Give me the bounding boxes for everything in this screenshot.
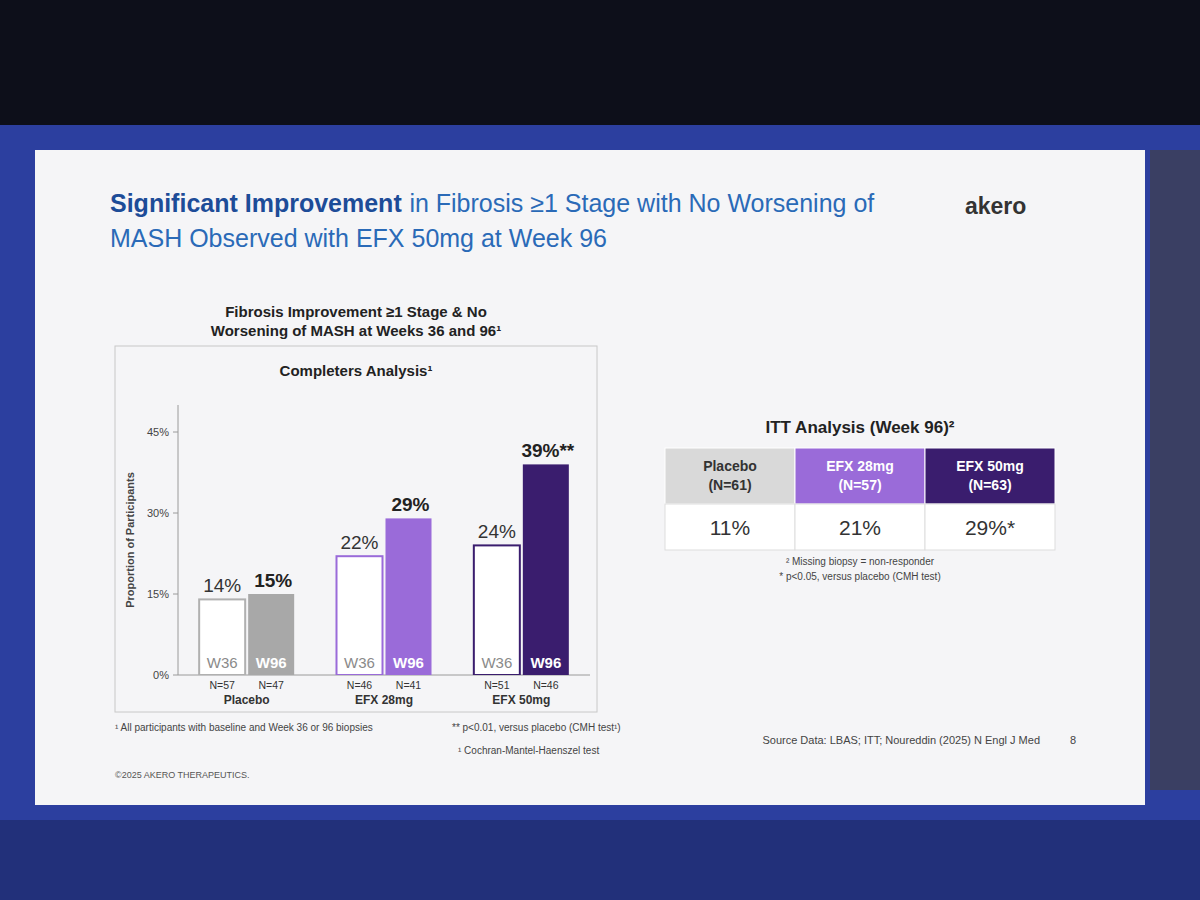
table-title: ITT Analysis (Week 96)² xyxy=(766,418,955,437)
bar xyxy=(386,518,432,675)
series-name: W96 xyxy=(256,654,287,671)
stage-floor xyxy=(0,820,1200,900)
column-name: EFX 50mg xyxy=(956,458,1024,474)
y-tick-label: 15% xyxy=(147,588,169,600)
n-label: N=57 xyxy=(209,679,235,691)
table-footnote: * p<0.05, versus placebo (CMH test) xyxy=(779,571,940,582)
room xyxy=(0,0,1200,900)
bar xyxy=(474,545,520,675)
table-value: 29%* xyxy=(965,516,1015,539)
table-cell xyxy=(925,504,1055,550)
y-tick xyxy=(173,675,178,676)
column-n: (N=57) xyxy=(838,477,881,493)
data-label: 29% xyxy=(391,494,429,515)
stage-screen xyxy=(0,125,1200,845)
table-footnote: ² Missing biopsy = non-responder xyxy=(786,556,935,567)
y-axis xyxy=(178,405,179,675)
slide xyxy=(35,150,1145,805)
source: Source Data: LBAS; ITT; Noureddin (2025)… xyxy=(762,734,1040,746)
bar-labels: W36 14% N=57 W96 15% N=47 W36 22% N=46 W96 29% N=41… xyxy=(203,440,575,691)
column-n: (N=63) xyxy=(968,477,1011,493)
data-label: 15% xyxy=(254,570,292,591)
slide-title: Significant Improvement xyxy=(110,189,402,217)
data-label: 39%** xyxy=(521,440,574,461)
table-cell xyxy=(795,504,925,550)
y-tick xyxy=(173,513,178,514)
series-name: W96 xyxy=(393,654,424,671)
series-name: W36 xyxy=(344,654,375,671)
footnote: ** p<0.01, versus placebo (CMH test¹) xyxy=(452,722,621,733)
side-screen xyxy=(1150,150,1200,790)
bar xyxy=(523,464,569,675)
chart-title-line: Fibrosis Improvement ≥1 Stage & No xyxy=(225,303,487,320)
y-tick xyxy=(173,432,178,433)
table-header-cell xyxy=(925,448,1055,504)
bar xyxy=(199,599,245,675)
chart-title: Fibrosis Improvement ≥1 Stage & No Worsen… xyxy=(211,303,501,339)
n-label: N=47 xyxy=(258,679,284,691)
footnote: ¹ All participants with baseline and Wee… xyxy=(115,722,373,733)
y-tick xyxy=(173,594,178,595)
copyright: ©2025 AKERO THERAPEUTICS. xyxy=(115,770,250,780)
page-number: 8 xyxy=(1070,734,1076,746)
series-name: W96 xyxy=(530,654,561,671)
footnote: ¹ Cochran-Mantel-Haenszel test xyxy=(458,745,599,756)
chart-title-line: Worsening of MASH at Weeks 36 and 96¹ xyxy=(211,322,501,339)
n-label: N=51 xyxy=(484,679,510,691)
table-header-cell xyxy=(795,448,925,504)
bar xyxy=(337,556,383,675)
slide-title: MASH Observed with EFX 50mg at Week 96 xyxy=(110,224,607,252)
series-name: W36 xyxy=(207,654,238,671)
y-tick-label: 45% xyxy=(147,426,169,438)
column-name: EFX 28mg xyxy=(826,458,894,474)
x-tick-label: Placebo xyxy=(224,693,270,707)
y-tick-label: 30% xyxy=(147,507,169,519)
slide-title: in Fibrosis ≥1 Stage with No Worsening o… xyxy=(409,189,874,217)
n-label: N=41 xyxy=(396,679,422,691)
x-tick-label: EFX 28mg xyxy=(355,693,413,707)
logo: akero xyxy=(965,193,1026,219)
table-header-cell xyxy=(665,448,795,504)
y-axis-title: Proportion of Participants xyxy=(124,472,136,608)
y-tick-label: 0% xyxy=(153,669,169,681)
column-name: Placebo xyxy=(703,458,757,474)
table-value: 11% xyxy=(710,516,750,539)
x-tick-label: EFX 50mg xyxy=(492,693,550,707)
chart-frame xyxy=(115,346,597,712)
data-label: 22% xyxy=(340,532,378,553)
slide-photo: Significant Improvementin Fibrosis ≥1 St… xyxy=(0,0,1200,900)
series-name: W36 xyxy=(481,654,512,671)
column-n: (N=61) xyxy=(708,477,751,493)
n-label: N=46 xyxy=(347,679,373,691)
data-label: 24% xyxy=(478,521,516,542)
bar xyxy=(248,594,294,675)
bars xyxy=(199,464,569,675)
n-label: N=46 xyxy=(533,679,559,691)
chart-subtitle: Completers Analysis¹ xyxy=(280,362,433,379)
table-value: 21% xyxy=(839,516,881,539)
table-cell xyxy=(665,504,795,550)
data-label: 14% xyxy=(203,575,241,596)
